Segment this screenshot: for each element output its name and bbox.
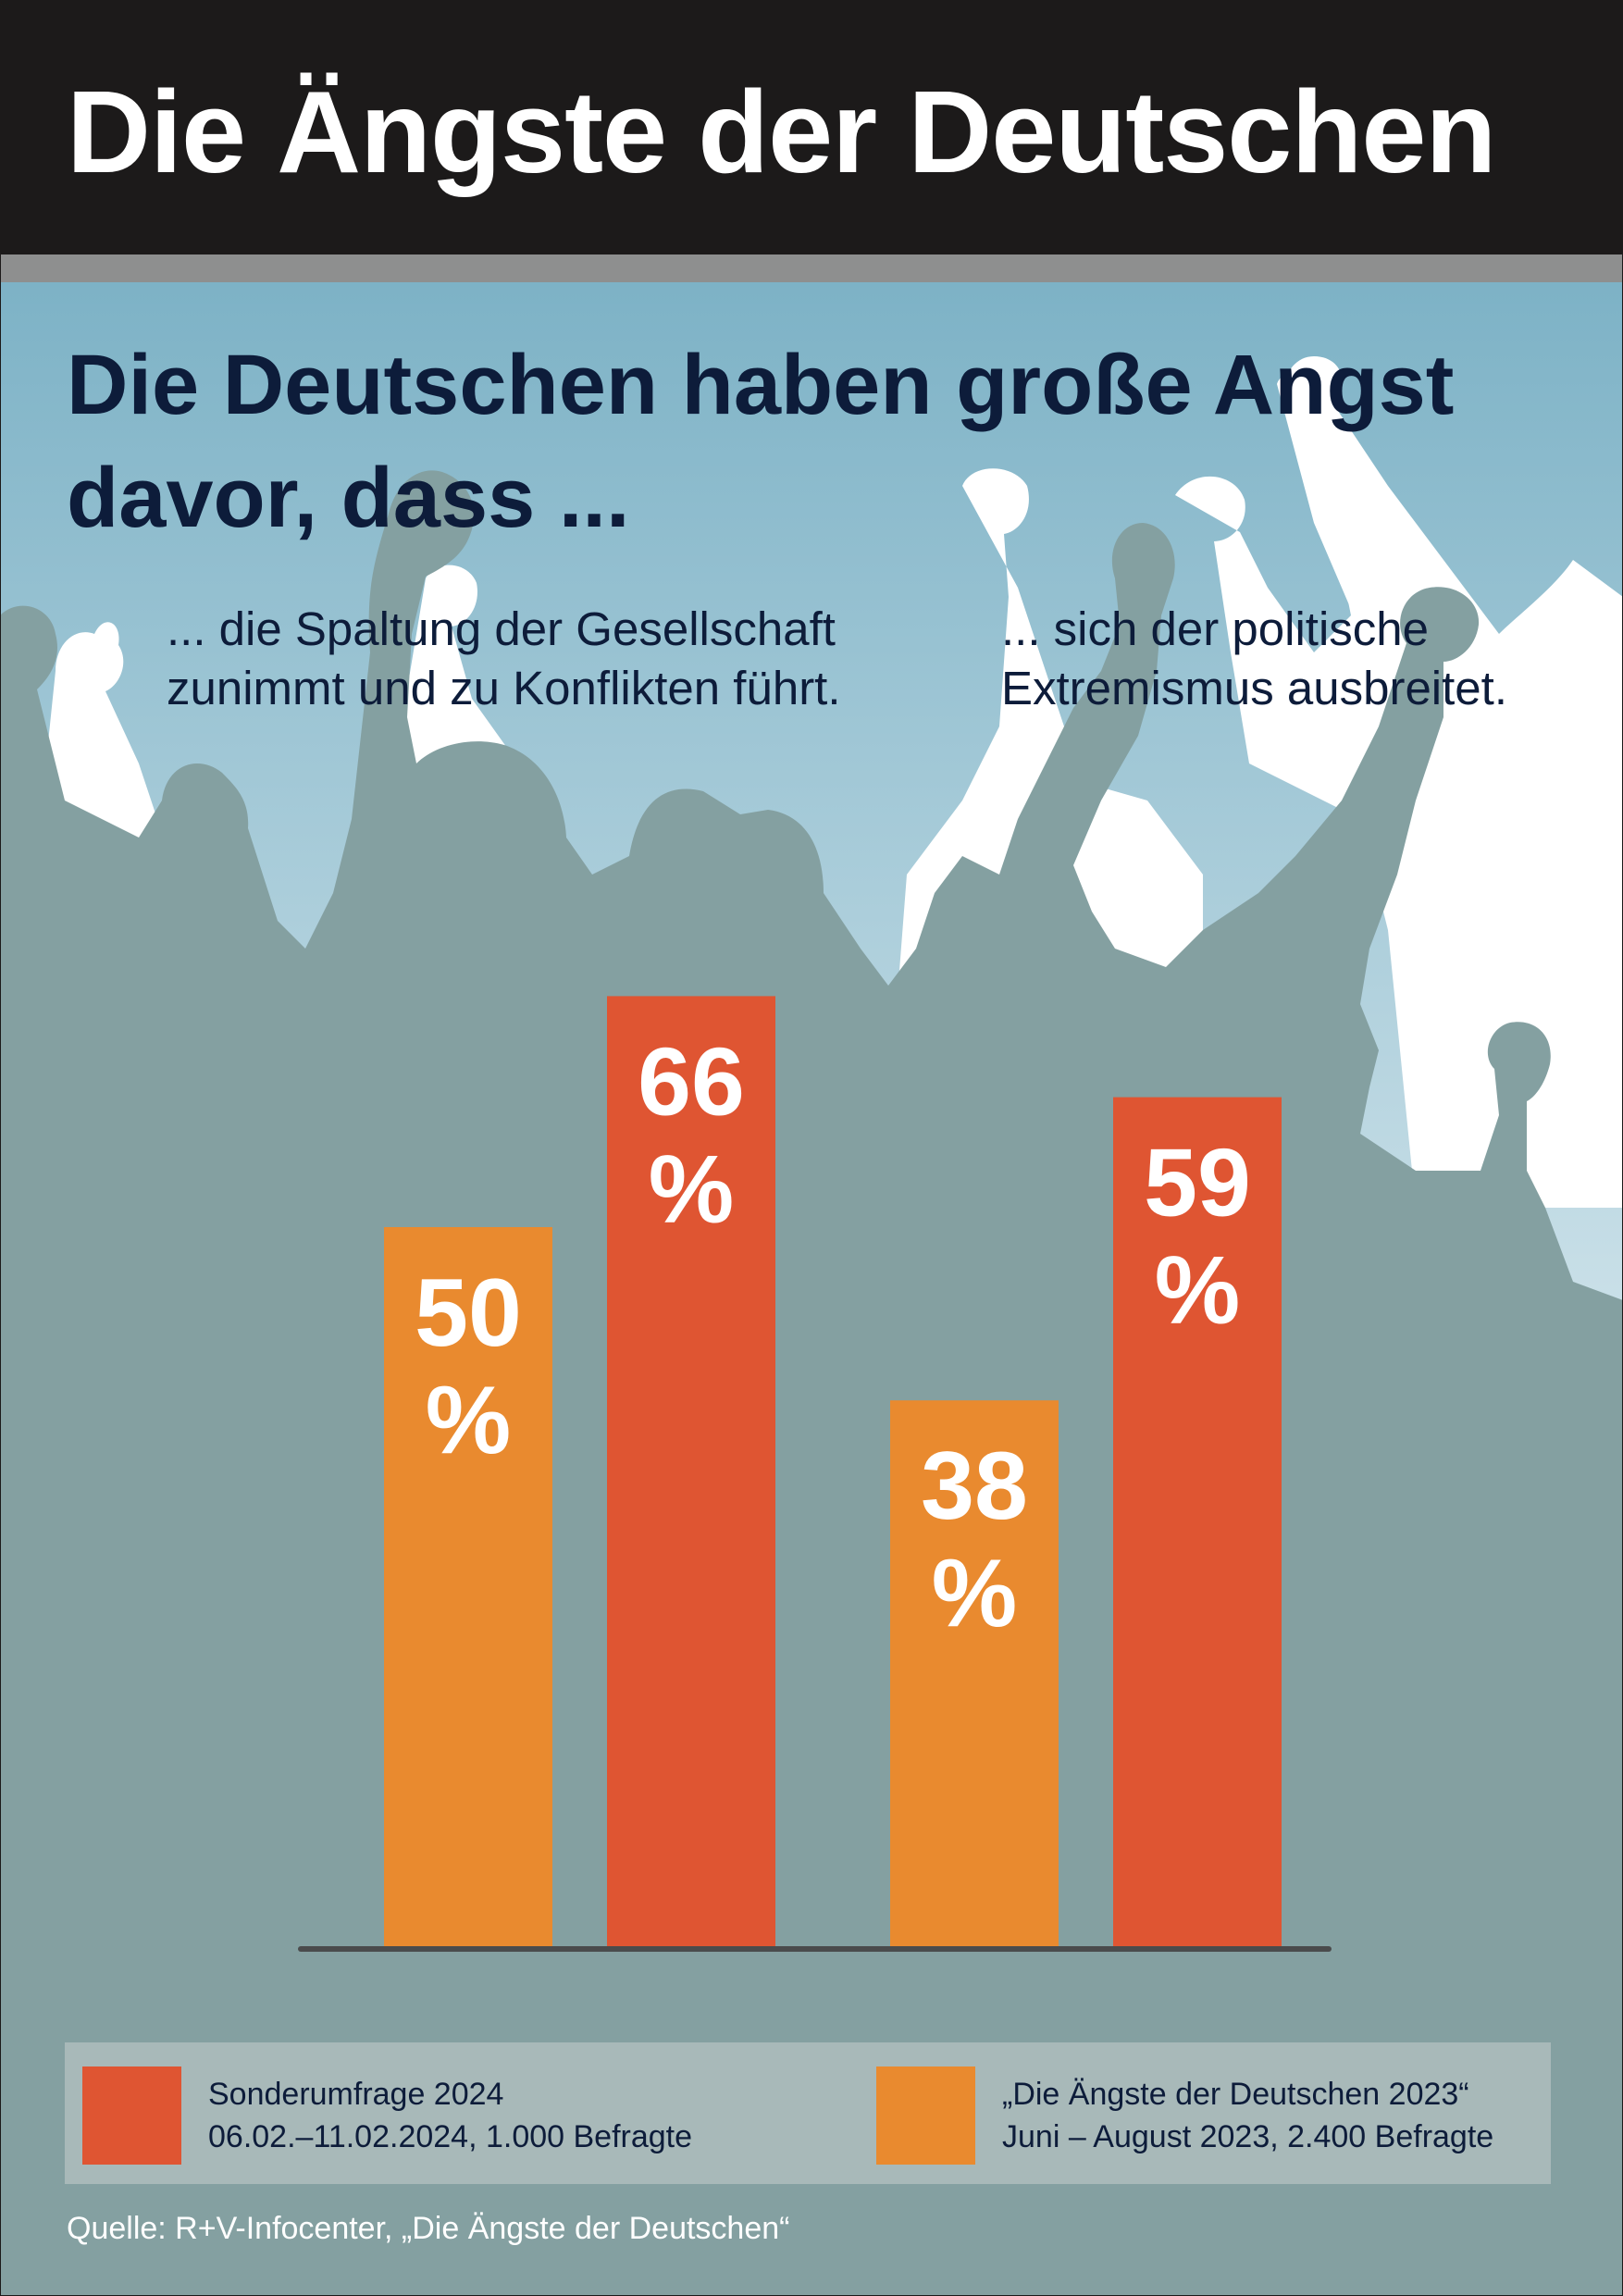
chart-legend: Sonderumfrage 2024 06.02.–11.02.2024, 1.… (65, 2042, 1551, 2184)
legend-text-2023: „Die Ängste der Deutschen 2023“ Juni – A… (1002, 2073, 1493, 2158)
category-label-line: ... die Spaltung der Gesellschaft (167, 602, 836, 655)
legend-label: Sonderumfrage 2024 (208, 2077, 504, 2112)
category-label-line: Extremismus ausbreitet. (1001, 662, 1508, 714)
category-label-spaltung: ... die Spaltung der Gesellschaft zunimm… (167, 600, 841, 718)
legend-label: „Die Ängste der Deutschen 2023“ (1002, 2077, 1469, 2112)
bar-value-label: 50 (415, 1260, 522, 1367)
bar-percent-sign: % (932, 1540, 1017, 1647)
bar-2023-category-1 (384, 1227, 552, 1949)
category-label-line: ... sich der politische (1001, 602, 1430, 655)
raised-arm-light-far-right (1277, 369, 1499, 838)
crowd-dark-ground (0, 1763, 1623, 2296)
legend-swatch-2024 (82, 2066, 181, 2165)
bars-layer (384, 996, 1282, 1949)
header-divider (0, 254, 1623, 282)
bar-percent-sign: % (1155, 1237, 1240, 1345)
category-label-extremismus: ... sich der politische Extremismus ausb… (1001, 600, 1507, 718)
bar-2024-category-1 (607, 996, 775, 1949)
source-note: Quelle: R+V-Infocenter, „Die Ängste der … (67, 2211, 790, 2246)
category-label-line: zunimmt und zu Konflikten führt. (167, 662, 841, 714)
legend-swatch-2023 (876, 2066, 975, 2165)
bar-percent-sign: % (649, 1136, 734, 1243)
bar-value-label: 38 (921, 1433, 1028, 1540)
bar-2024-category-2 (1113, 1097, 1282, 1949)
legend-text-2024: Sonderumfrage 2024 06.02.–11.02.2024, 1.… (208, 2073, 692, 2158)
chart-subtitle: Die Deutschen haben große Angst davor, d… (67, 338, 1455, 545)
bar-percent-sign: % (426, 1367, 511, 1474)
header-bar: Die Ängste der Deutschen (0, 0, 1623, 254)
page-title: Die Ängste der Deutschen (67, 67, 1496, 197)
bar-value-label: 59 (1144, 1130, 1251, 1237)
legend-detail: 06.02.–11.02.2024, 1.000 Befragte (208, 2119, 693, 2154)
legend-detail: Juni – August 2023, 2.400 Befragte (1002, 2119, 1494, 2154)
chart-background: 50%66%38%59% (0, 282, 1623, 2296)
value-labels-layer: 50%66%38%59% (415, 1028, 1251, 1647)
bar-2023-category-2 (890, 1400, 1059, 1949)
bar-value-label: 66 (638, 1028, 745, 1136)
